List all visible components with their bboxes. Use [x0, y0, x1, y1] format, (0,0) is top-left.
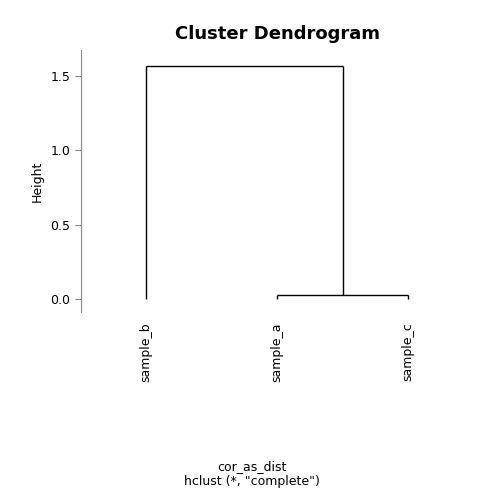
Text: sample_c: sample_c	[402, 323, 415, 382]
Text: sample_b: sample_b	[140, 323, 153, 382]
Text: cor_as_dist
hclust (*, "complete"): cor_as_dist hclust (*, "complete")	[184, 460, 320, 488]
Title: Cluster Dendrogram: Cluster Dendrogram	[175, 25, 380, 43]
Text: sample_a: sample_a	[271, 323, 284, 382]
Y-axis label: Height: Height	[30, 161, 43, 202]
